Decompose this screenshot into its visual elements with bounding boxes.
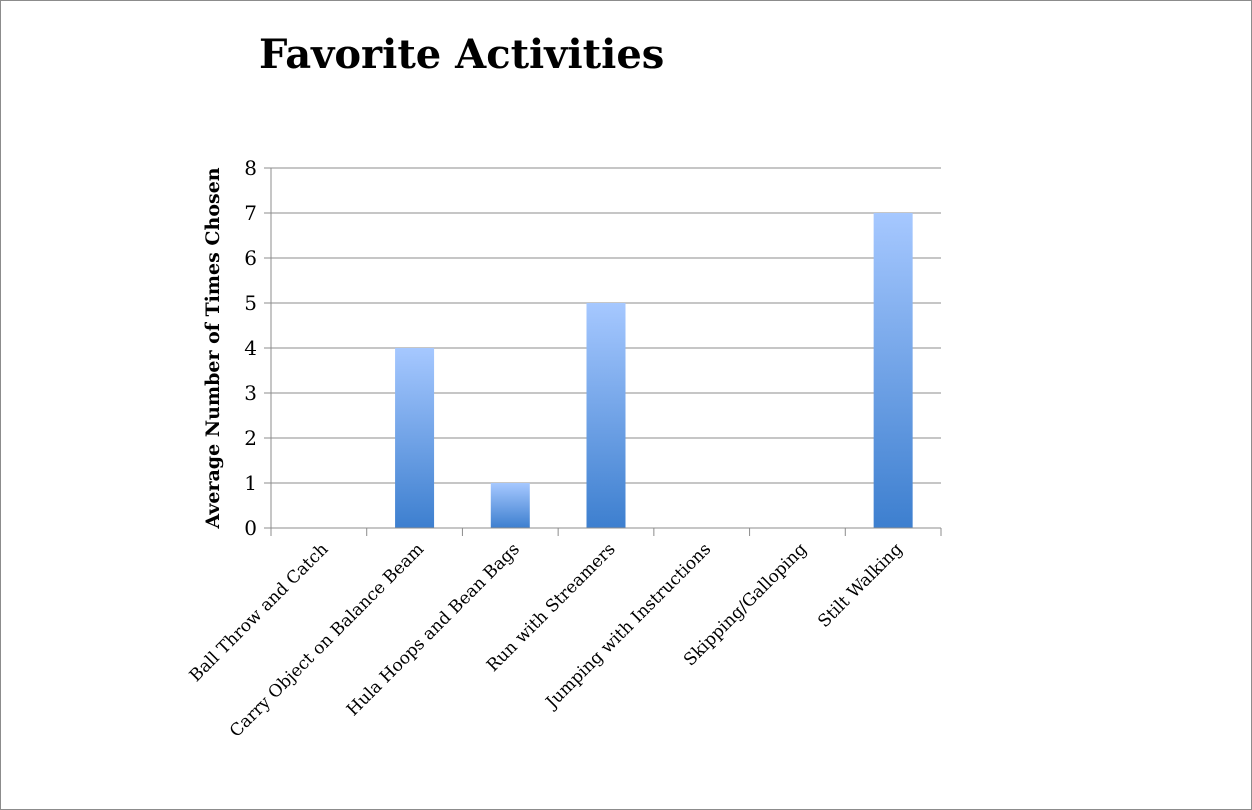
y-tick-label: 5 xyxy=(244,291,257,315)
y-tick-label: 4 xyxy=(244,336,257,360)
bars xyxy=(395,213,913,528)
y-tick-label: 1 xyxy=(244,471,257,495)
bar xyxy=(490,483,530,528)
y-tick-labels: 0 1 2 3 4 5 6 7 8 xyxy=(244,156,257,540)
chart-title: Favorite Activities xyxy=(259,31,665,78)
y-tick-label: 0 xyxy=(244,516,257,540)
bar xyxy=(395,348,435,528)
y-tick-label: 6 xyxy=(244,246,257,270)
bar xyxy=(586,303,626,528)
y-tick-label: 8 xyxy=(244,156,257,180)
axes xyxy=(264,167,942,536)
y-tick-label: 7 xyxy=(244,201,257,225)
bar xyxy=(873,213,913,528)
x-tick-label: Hula Hoops and Bean Bags xyxy=(343,539,524,720)
x-tick-label: Carry Object on Balance Beam xyxy=(226,539,428,741)
x-tick-label: Stilt Walking xyxy=(814,539,907,632)
y-tick-label: 3 xyxy=(244,381,257,405)
x-tick-label: Jumping with Instructions xyxy=(541,539,715,713)
y-axis-label: Average Number of Times Chosen xyxy=(202,167,224,529)
y-tick-label: 2 xyxy=(244,426,257,450)
